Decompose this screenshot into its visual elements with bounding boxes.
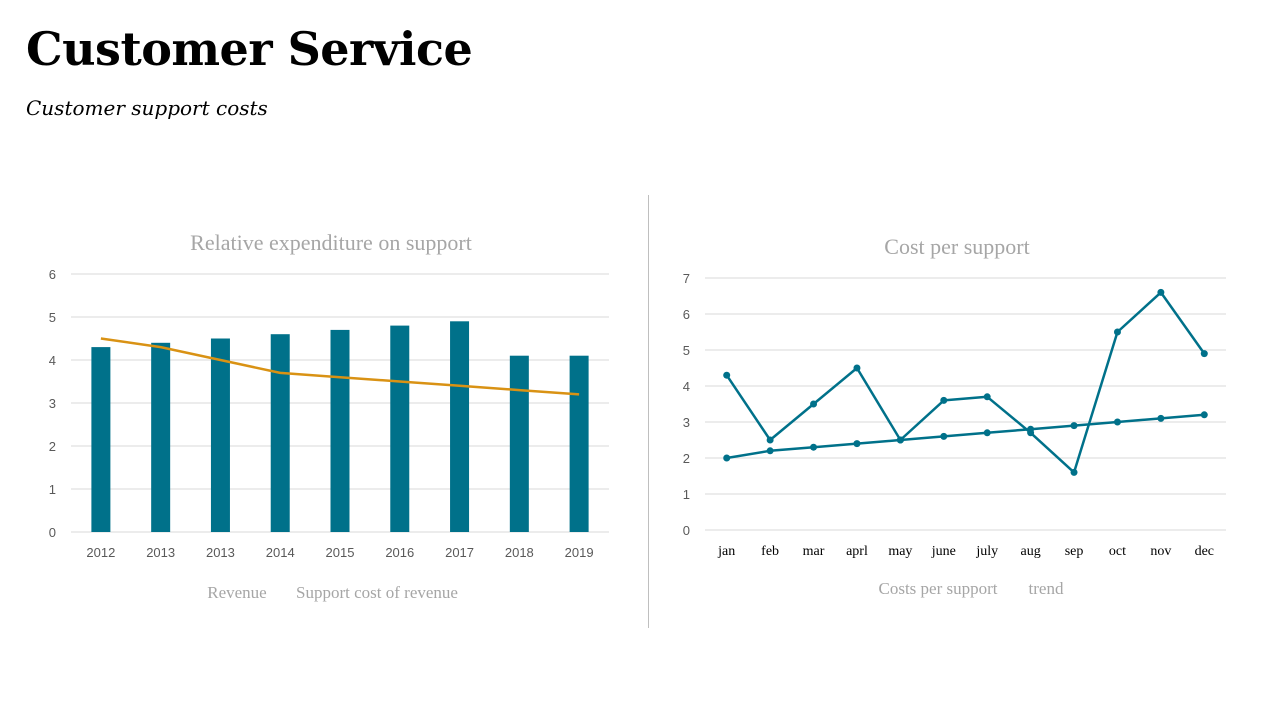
data-point	[1157, 288, 1165, 296]
x-tick-label: 2015	[326, 545, 355, 560]
x-tick-label: 2014	[266, 545, 295, 560]
bar	[390, 325, 410, 532]
x-tick-label: july	[975, 544, 998, 559]
x-tick-label: 2017	[445, 545, 474, 560]
y-tick-label: 0	[49, 525, 56, 540]
x-tick-label: 2013	[206, 545, 235, 560]
data-point	[1200, 411, 1208, 419]
y-tick-label: 7	[683, 271, 690, 286]
x-tick-label: nov	[1150, 544, 1171, 559]
chart-title: Cost per support	[884, 234, 1029, 259]
bar	[210, 338, 230, 532]
data-point	[983, 429, 991, 437]
bar	[151, 342, 171, 532]
y-tick-label: 2	[683, 451, 690, 466]
bar	[330, 329, 350, 532]
x-tick-label: oct	[1109, 544, 1126, 559]
data-point	[1113, 418, 1121, 426]
y-tick-label: 1	[49, 482, 56, 497]
x-tick-label: may	[888, 544, 912, 559]
bar	[569, 355, 589, 532]
legend-entry-support-cost: Support cost of revenue	[296, 583, 458, 602]
data-point	[940, 432, 948, 440]
data-point	[940, 396, 948, 404]
bar	[91, 347, 111, 532]
data-point	[1070, 422, 1078, 430]
x-tick-label: aug	[1021, 544, 1041, 559]
data-point	[1070, 468, 1078, 476]
slide-title: Customer Service	[26, 22, 473, 76]
x-tick-label: mar	[803, 544, 825, 559]
y-tick-label: 2	[49, 439, 56, 454]
data-point	[853, 440, 861, 448]
data-point	[810, 400, 818, 408]
data-point	[766, 436, 774, 444]
data-point	[1027, 425, 1035, 433]
x-tick-label: 2013	[146, 545, 175, 560]
data-point	[896, 436, 904, 444]
y-tick-label: 0	[683, 523, 690, 538]
x-tick-label: 2019	[565, 545, 594, 560]
y-tick-label: 3	[49, 396, 56, 411]
data-point	[983, 393, 991, 401]
slide-subtitle: Customer support costs	[26, 96, 268, 120]
x-tick-label: june	[931, 544, 956, 559]
x-tick-label: jan	[717, 544, 735, 559]
expenditure-chart: Relative expenditure on support 0123456 …	[49, 230, 609, 602]
bar	[509, 355, 529, 532]
y-tick-label: 5	[683, 343, 690, 358]
x-tick-label: 2012	[86, 545, 115, 560]
series-line-support-cost	[100, 337, 580, 396]
y-tick-label: 5	[49, 310, 56, 325]
data-point	[810, 443, 818, 451]
y-tick-label: 6	[683, 307, 690, 322]
x-tick-label: sep	[1065, 544, 1084, 559]
y-tick-label: 4	[683, 379, 690, 394]
series-line-costs-per-support	[725, 291, 1206, 474]
legend-entry-trend: trend	[1029, 579, 1064, 598]
legend-entry-costs-per-support: Costs per support	[879, 579, 998, 598]
legend-entry-revenue: Revenue	[207, 583, 266, 602]
x-tick-label: 2018	[505, 545, 534, 560]
bar	[270, 334, 290, 532]
x-tick-label: aprl	[846, 544, 868, 559]
data-point	[1200, 350, 1208, 358]
cost-per-support-chart: Cost per support 0 1 2 3 4 5 6 7 jan feb mar aprl m…	[683, 234, 1226, 598]
series-line-trend	[726, 413, 1205, 460]
data-point	[853, 364, 861, 372]
data-point	[1113, 328, 1121, 336]
y-tick-label: 1	[683, 487, 690, 502]
y-tick-label: 4	[49, 353, 56, 368]
bar	[450, 321, 470, 532]
x-tick-label: 2016	[385, 545, 414, 560]
data-point	[766, 447, 774, 455]
data-point	[723, 371, 731, 379]
y-tick-label: 3	[683, 415, 690, 430]
data-point	[723, 454, 731, 462]
data-point	[1157, 414, 1165, 422]
x-tick-label: dec	[1195, 544, 1214, 559]
x-tick-label: feb	[761, 544, 779, 559]
chart-title: Relative expenditure on support	[190, 230, 472, 255]
chart-divider	[648, 195, 649, 628]
y-tick-label: 6	[49, 267, 56, 282]
